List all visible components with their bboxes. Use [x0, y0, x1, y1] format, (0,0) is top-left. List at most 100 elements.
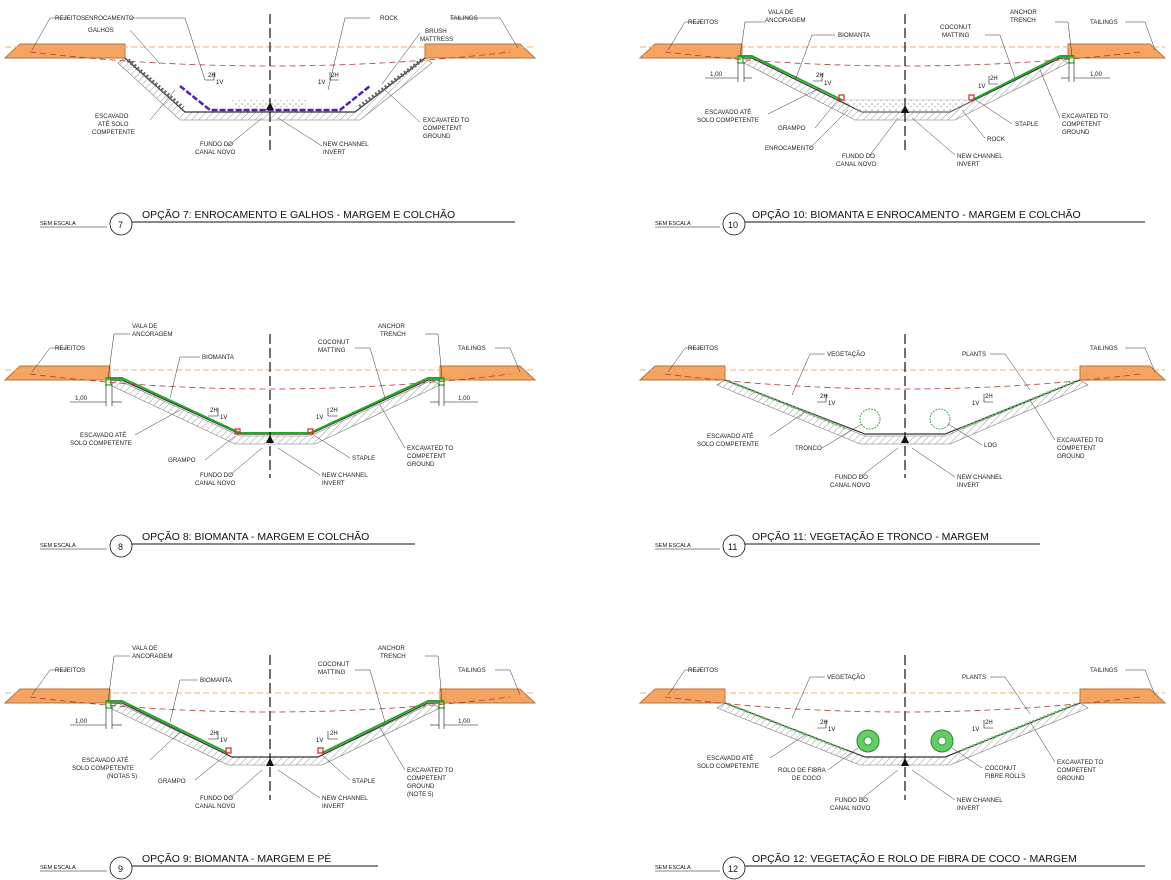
slope-triangle-left: [817, 720, 827, 729]
scale-note: SEM ESCALA: [655, 865, 691, 871]
ground-left: [638, 688, 726, 704]
slope-v-left: 1V: [216, 80, 223, 86]
label-new-channel: NEW CHANNEL: [957, 153, 1003, 160]
label-solo-competente: SOLO COMPETENTE: [697, 763, 759, 770]
label-competente: COMPETENTE: [92, 129, 135, 136]
dashed-red-line: [664, 51, 1141, 67]
section-number: 12: [728, 864, 738, 874]
label-trench: TRENCH: [380, 331, 406, 338]
label-vala-de: VALA DE: [132, 323, 157, 330]
slope-triangle-left: [205, 72, 215, 81]
label-grampo: GRAMPO: [168, 457, 196, 464]
label-fundo-do: FUNDO DO: [200, 795, 233, 802]
leader-lines: [31, 17, 519, 147]
invert-arrow: [266, 102, 274, 110]
label-ground: GROUND: [407, 783, 435, 790]
label-invert: INVERT: [323, 149, 346, 156]
leader-lines: [667, 347, 1156, 478]
label-fibre-rolls: FIBRE ROLLS: [985, 773, 1025, 780]
label-staple: STAPLE: [1015, 121, 1038, 128]
label-excavated-to: EXCAVATED TO: [1057, 759, 1103, 766]
section-9: 1,00 1,00 2H 1V 1V 2H REJEITOS VALA DE A: [3, 645, 537, 880]
staple-right: [307, 428, 314, 435]
label-vegetacao: VEGETAÇÃO: [827, 674, 865, 681]
label-galhos: GALHOS: [88, 27, 114, 34]
section-12: 2H 1V 1V 2H REJEITOS VEGETAÇÃO PLANTS TA…: [638, 655, 1167, 880]
label-tailings: TAILINGS: [1090, 667, 1118, 674]
slope-triangle-left: [208, 731, 219, 740]
section-title: OPÇÃO 9: BIOMANTA - MARGEM E PÉ: [142, 852, 331, 865]
label-matting: MATTING: [318, 669, 346, 676]
section-bubble: [722, 856, 746, 880]
vegetation-right: [961, 702, 1077, 752]
ground-right: [1079, 365, 1167, 381]
slope-h-left: 2H: [210, 408, 218, 414]
slope-v-right: 1V: [318, 80, 325, 86]
label-escavado-ate: ESCAVADO ATÉ: [707, 755, 753, 762]
label-solo-competente: SOLO COMPETENTE: [697, 117, 759, 124]
channel-profile: [110, 702, 440, 758]
section-title: OPÇÃO 12: VEGETAÇÃO E ROLO DE FIBRA DE C…: [752, 852, 1077, 865]
dimension-right: [430, 707, 478, 729]
label-rejeitos: REJEITOS: [55, 345, 85, 352]
label-excavated-to: EXCAVATED TO: [423, 117, 469, 124]
label-solo-competente: SOLO COMPETENTE: [697, 441, 759, 448]
label-competent: COMPETENT: [1057, 767, 1096, 774]
label-escavado-ate: ESCAVADO ATÉ: [707, 433, 753, 440]
section-number: 9: [118, 864, 123, 874]
rock-slope-right: [356, 58, 424, 110]
fibre-roll-left-core: [863, 736, 873, 746]
anchor-trench-left: [105, 700, 112, 709]
slope-triangle-right: [329, 72, 339, 81]
label-coconut: COCONUT: [940, 24, 971, 31]
label-solo-competente: SOLO COMPETENTE: [70, 440, 132, 447]
label-escavado-ate: ESCAVADO ATÉ: [80, 432, 126, 439]
section-bubble: [109, 534, 133, 558]
scale-note: SEM ESCALA: [40, 543, 76, 549]
label-invert: INVERT: [957, 805, 980, 812]
biomanta-mat: [106, 377, 444, 434]
label-escavado-ate: ESCAVADO ATÉ: [82, 757, 128, 764]
log-left: [859, 408, 881, 430]
section-bubble: [109, 212, 133, 236]
dashed-red-line: [29, 373, 511, 390]
rock-slope-left: [126, 58, 185, 110]
label-plants: PLANTS: [962, 674, 986, 681]
section-title: OPÇÃO 7: ENROCAMENTO E GALHOS - MARGEM E…: [142, 208, 455, 221]
slope-triangle-left: [813, 73, 823, 82]
slope-h-right: 2H: [330, 731, 338, 737]
label-new-channel: NEW CHANNEL: [322, 472, 368, 479]
label-competent: COMPETENT: [407, 453, 446, 460]
leader-lines: [667, 21, 1156, 156]
label-rejeitos: REJEITOS: [55, 667, 85, 674]
label-competent: COMPETENT: [407, 775, 446, 782]
section-number: 11: [728, 542, 737, 552]
label-rock: ROCK: [380, 15, 399, 22]
dimension-right-value: 1,00: [1090, 71, 1103, 78]
label-staple: STAPLE: [352, 455, 375, 462]
label-excavated-to: EXCAVATED TO: [1057, 437, 1103, 444]
label-vala-de: VALA DE: [768, 9, 793, 16]
slope-v-right: 1V: [972, 401, 979, 407]
section-bubble: [722, 534, 746, 558]
label-anchor: ANCHOR: [1010, 9, 1037, 16]
label-canal-novo: CANAL NOVO: [195, 149, 236, 156]
label-matting: MATTING: [942, 32, 970, 39]
slope-v-right: 1V: [316, 738, 323, 744]
label-tailings: TAILINGS: [458, 345, 486, 352]
label-biomanta: BIOMANTA: [838, 32, 871, 39]
label-trench: TRENCH: [380, 653, 406, 660]
label-fundo-do: FUNDO DO: [835, 474, 868, 481]
label-fundo-do: FUNDO DO: [200, 472, 233, 479]
label-tronco: TRONCO: [795, 445, 822, 452]
label-brush: BRUSH: [425, 28, 447, 35]
section-number: 7: [118, 220, 123, 230]
label-new-channel: NEW CHANNEL: [322, 795, 368, 802]
label-rejeitos: REJEITOS: [688, 667, 718, 674]
label-canal-novo: CANAL NOVO: [195, 480, 236, 487]
excavation-hatch: [716, 379, 1089, 445]
anchor-trench-left: [105, 377, 112, 386]
invert-arrow: [901, 105, 909, 113]
dimension-left-value: 1,00: [75, 718, 88, 725]
